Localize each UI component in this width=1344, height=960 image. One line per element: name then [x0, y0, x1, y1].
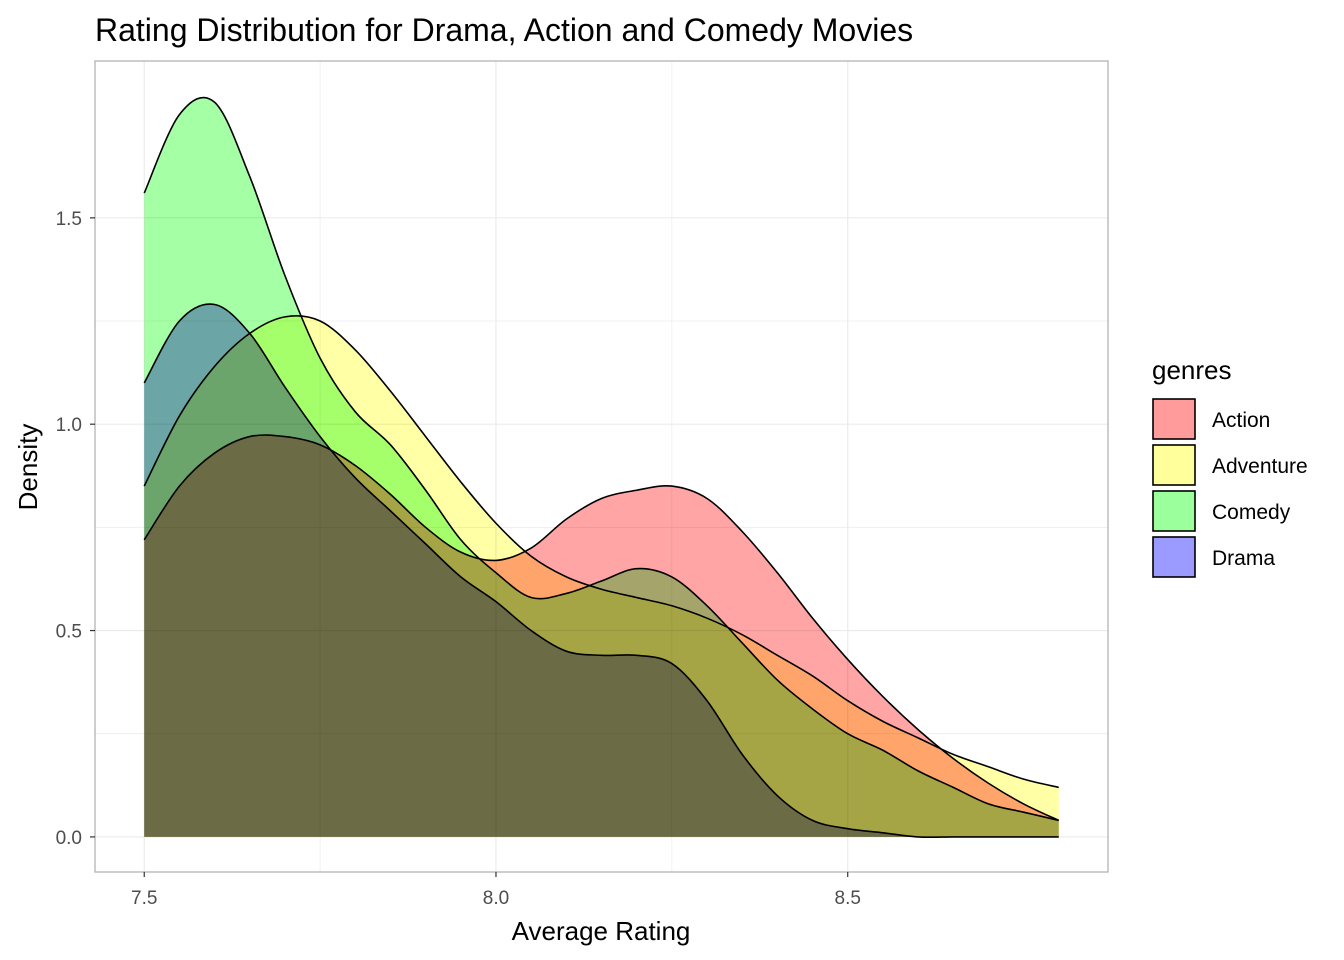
- legend-key-drama: [1152, 536, 1196, 578]
- legend: genres Action Adventure Comedy Drama: [1152, 355, 1308, 578]
- y-axis-title: Density: [13, 424, 43, 511]
- y-tick-label: 1.0: [56, 415, 82, 436]
- legend-key-adventure: [1152, 444, 1196, 486]
- legend-label-comedy: Comedy: [1212, 501, 1291, 524]
- legend-key-comedy: [1152, 490, 1196, 532]
- y-tick-label: 0.0: [56, 828, 82, 849]
- legend-label-drama: Drama: [1212, 547, 1275, 570]
- chart-title: Rating Distribution for Drama, Action an…: [95, 12, 913, 48]
- density-area-drama: [144, 304, 1059, 838]
- x-axis-ticks: 7.5 8.0 8.5: [131, 872, 861, 909]
- y-axis-ticks: 0.0 0.5 1.0 1.5: [56, 209, 95, 849]
- x-tick-label: 8.5: [835, 888, 861, 909]
- density-series: [143, 96, 1060, 839]
- legend-key-action: [1152, 398, 1196, 440]
- plot-border: [94, 60, 1109, 873]
- legend-label-action: Action: [1212, 409, 1270, 432]
- x-axis-title: Average Rating: [512, 916, 691, 946]
- y-tick-label: 1.5: [56, 209, 82, 230]
- legend-title: genres: [1152, 355, 1232, 385]
- density-line-comedy: [143, 96, 1059, 822]
- x-tick-label: 8.0: [483, 888, 509, 909]
- x-tick-label: 7.5: [131, 888, 157, 909]
- y-tick-label: 0.5: [56, 622, 82, 643]
- legend-label-adventure: Adventure: [1212, 455, 1308, 478]
- density-line-drama: [143, 303, 1059, 839]
